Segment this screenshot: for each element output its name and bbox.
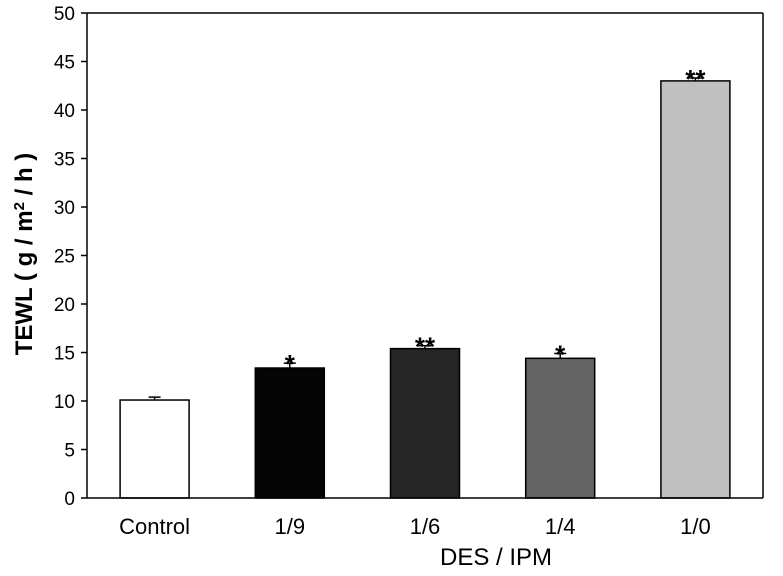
- bar-2: [254, 367, 326, 499]
- significance-marker: *: [285, 349, 296, 379]
- y-axis-title-main: TEWL ( g / m: [11, 210, 38, 355]
- y-axis-title-unit: / h ): [11, 153, 38, 202]
- y-axis-title: TEWL ( g / m2 / h ): [11, 153, 39, 356]
- y-axis-ticks: 0 5 10 15 20 25 30 35 40 45 50: [54, 4, 87, 510]
- bars: [119, 80, 731, 499]
- significance-markers: *** ***: [285, 64, 707, 379]
- x-tick-label: 1/9: [275, 514, 306, 539]
- error-bars: [148, 77, 702, 401]
- x-tick-label: 1/6: [410, 514, 441, 539]
- y-tick-label: 40: [54, 101, 75, 122]
- significance-marker: *: [555, 339, 566, 369]
- y-tick-label: 5: [64, 441, 75, 462]
- significance-marker: **: [685, 64, 706, 94]
- y-tick-label: 45: [54, 53, 75, 74]
- y-tick-label: 50: [54, 4, 75, 25]
- x-axis-title: DES / IPM: [440, 544, 552, 571]
- x-axis-tick-labels: Control 1/9 1/6 1/4 1/0: [119, 514, 711, 539]
- y-axis-title-superscript: 2: [11, 202, 28, 210]
- y-tick-label: 25: [54, 247, 75, 268]
- y-tick-label: 0: [64, 489, 75, 510]
- x-tick-label: Control: [119, 514, 190, 539]
- y-tick-label: 10: [54, 392, 75, 413]
- x-tick-label: 1/4: [545, 514, 576, 539]
- y-tick-label: 30: [54, 198, 75, 219]
- y-tick-label: 35: [54, 150, 75, 171]
- bar-5: [660, 80, 731, 499]
- y-tick-label: 15: [54, 344, 75, 365]
- bar-3: [389, 347, 461, 499]
- y-tick-label: 20: [54, 295, 75, 316]
- bar-1: [119, 399, 190, 499]
- bar-4: [524, 357, 596, 499]
- x-tick-label: 1/0: [680, 514, 711, 539]
- significance-marker: **: [415, 332, 436, 362]
